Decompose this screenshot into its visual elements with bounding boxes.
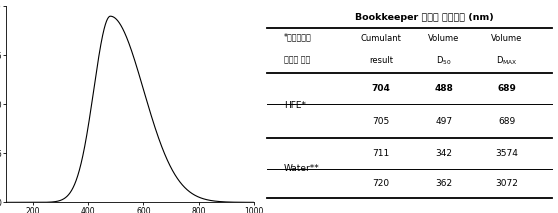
Text: Volume: Volume (491, 34, 522, 43)
Text: HFE*: HFE* (284, 101, 306, 110)
Text: 720: 720 (373, 179, 390, 188)
Text: 3574: 3574 (496, 149, 518, 158)
Text: *입도분석시: *입도분석시 (284, 32, 312, 41)
Text: 3072: 3072 (496, 179, 518, 188)
Text: Volume: Volume (429, 34, 460, 43)
Text: Bookkeeper 조제액 분산입도 (nm): Bookkeeper 조제액 분산입도 (nm) (355, 13, 493, 22)
Text: 704: 704 (372, 84, 391, 93)
Text: 342: 342 (435, 149, 453, 158)
Text: 497: 497 (435, 117, 453, 125)
Text: D$_\mathrm{MAX}$: D$_\mathrm{MAX}$ (496, 54, 517, 66)
Text: 705: 705 (373, 117, 390, 125)
Text: 689: 689 (498, 117, 516, 125)
Text: D$_{50}$: D$_{50}$ (436, 54, 452, 66)
Text: Water**: Water** (284, 164, 320, 173)
Text: result: result (369, 56, 393, 65)
Text: Cumulant: Cumulant (361, 34, 402, 43)
Text: 362: 362 (435, 179, 453, 188)
Text: 689: 689 (497, 84, 516, 93)
Text: 488: 488 (435, 84, 454, 93)
Text: 설정한 용매: 설정한 용매 (284, 56, 310, 65)
Text: 711: 711 (373, 149, 390, 158)
